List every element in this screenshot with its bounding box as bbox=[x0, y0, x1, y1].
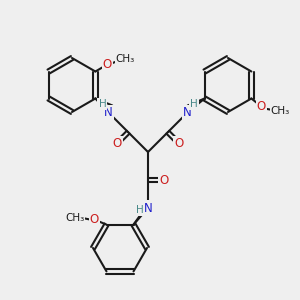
Text: O: O bbox=[90, 213, 99, 226]
Text: O: O bbox=[103, 58, 112, 71]
Text: O: O bbox=[175, 137, 184, 150]
Text: CH₃: CH₃ bbox=[65, 213, 84, 223]
Text: O: O bbox=[257, 100, 266, 113]
Text: O: O bbox=[159, 173, 169, 187]
Text: CH₃: CH₃ bbox=[116, 55, 135, 64]
Text: N: N bbox=[144, 202, 152, 214]
Text: CH₃: CH₃ bbox=[271, 106, 290, 116]
Text: H: H bbox=[98, 99, 106, 110]
Text: N: N bbox=[183, 106, 192, 119]
Text: H: H bbox=[190, 99, 197, 110]
Text: H: H bbox=[136, 205, 144, 215]
Text: N: N bbox=[104, 106, 113, 119]
Text: O: O bbox=[112, 137, 122, 150]
